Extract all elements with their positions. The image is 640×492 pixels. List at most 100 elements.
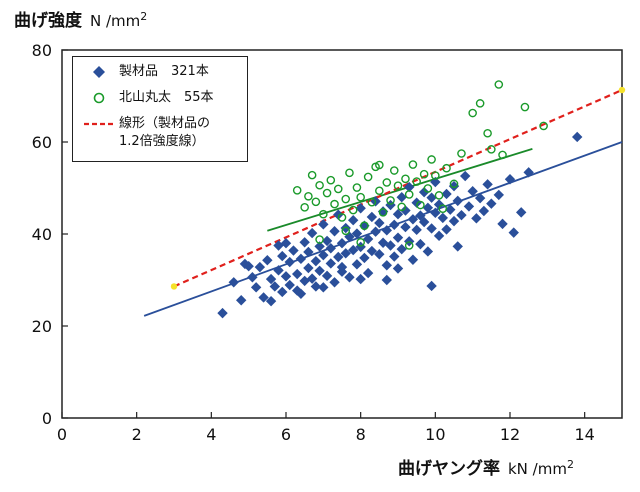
series-0-point-15 [280, 271, 292, 282]
series-0-point-111 [486, 198, 497, 209]
endpoint-marker-1 [618, 86, 626, 94]
series-0-point-49 [348, 215, 359, 226]
series-0-point-41 [333, 209, 344, 220]
series-0-point-120 [243, 261, 254, 272]
series-1-point-44 [494, 80, 504, 89]
series-1-point-32 [416, 200, 425, 210]
series-0-point-31 [314, 265, 325, 276]
series-1-point-27 [397, 202, 407, 212]
series-0-point-112 [493, 189, 504, 201]
series-0-point-93 [430, 176, 441, 188]
series-0-point-50 [351, 259, 363, 270]
series-0-point-45 [340, 248, 351, 259]
series-1-point-17 [360, 221, 369, 231]
series-0-point-27 [306, 227, 318, 239]
series-0-point-36 [325, 258, 336, 269]
trend-line-2 [173, 89, 623, 288]
series-0-point-29 [310, 281, 322, 292]
series-1-point-4 [311, 197, 321, 207]
y-tick-label-3: 60 [32, 133, 52, 152]
series-1-point-45 [487, 145, 496, 154]
series-1-point-30 [408, 160, 418, 169]
series-0-point-39 [329, 277, 340, 288]
series-0-point-62 [374, 249, 385, 260]
x-tick-label-0: 0 [57, 425, 67, 444]
series-0-point-104 [460, 170, 471, 182]
series-0-point-77 [400, 205, 411, 216]
series-0-point-90 [426, 192, 437, 203]
series-1-point-34 [423, 184, 433, 193]
series-0-point-116 [516, 207, 527, 218]
series-0-point-66 [381, 260, 392, 271]
series-0-point-25 [303, 246, 314, 258]
y-tick-label-0: 0 [42, 409, 52, 428]
series-0-point-4 [247, 272, 258, 283]
series-0-point-67 [381, 225, 392, 236]
y-axis-title: 曲げ強度 N /mm2 [14, 6, 147, 31]
legend: 製材品 321本 北山丸太 55本 線形（製材品の 1.2倍強度線） [72, 56, 248, 162]
series-0-point-9 [265, 295, 277, 307]
series-1-point-46 [498, 150, 507, 160]
series-0-point-37 [325, 243, 336, 254]
series-0-point-74 [396, 192, 407, 203]
series-1-point-18 [363, 172, 373, 182]
series-0-point-14 [277, 286, 288, 298]
series-1-point-43 [483, 128, 492, 138]
series-0-point-53 [355, 203, 366, 214]
series-0-point-76 [400, 221, 411, 233]
series-1-point-1 [300, 203, 309, 212]
series-0-point-88 [422, 202, 434, 213]
diamond-marker-icon [79, 63, 119, 81]
series-0-point-113 [497, 218, 508, 230]
x-tick-label-7: 14 [574, 425, 594, 444]
series-1-point-41 [468, 108, 477, 118]
series-1-point-53 [375, 160, 384, 170]
series-1-point-13 [345, 168, 354, 178]
trend-line-1 [267, 148, 533, 232]
series-0-point-121 [295, 288, 307, 299]
x-tick-label-1: 2 [132, 425, 142, 444]
series-1-point-19 [367, 197, 377, 207]
legend-label-sawn: 製材品 321本 [119, 64, 209, 79]
series-0-point-34 [321, 270, 333, 282]
series-1-point-48 [539, 121, 548, 131]
series-1-point-15 [352, 183, 362, 192]
series-0-point-56 [362, 233, 374, 245]
series-1-point-33 [419, 169, 429, 179]
series-1-point-7 [322, 188, 332, 198]
series-0-point-119 [426, 280, 437, 292]
x-tick-label-5: 10 [425, 425, 445, 444]
series-1-point-10 [333, 184, 343, 194]
series-1-point-40 [457, 149, 466, 158]
series-1-point-39 [449, 179, 459, 189]
series-0-point-81 [407, 254, 419, 265]
series-0-point-118 [572, 131, 583, 143]
series-0-point-123 [355, 273, 366, 285]
series-0-point-105 [463, 201, 475, 212]
y-tick-label-1: 20 [32, 317, 52, 336]
series-0-point-85 [415, 238, 426, 250]
series-1-point-11 [337, 213, 347, 222]
series-0-point-68 [385, 240, 396, 251]
series-1-point-26 [393, 181, 403, 190]
x-tick-label-2: 4 [206, 425, 216, 444]
series-0-point-110 [482, 179, 493, 190]
axes: 0 2 4 6 8 10 12 14 0 20 40 60 80 [32, 41, 623, 444]
legend-item-linear: 線形（製材品の 1.2倍強度線） [79, 115, 210, 151]
series-0-point-35 [321, 235, 333, 247]
series-0-point-115 [508, 227, 519, 238]
series-0-point-6 [254, 261, 266, 273]
series-0-point-63 [374, 217, 385, 229]
series-0-point-51 [351, 228, 363, 239]
x-tick-label-4: 8 [356, 425, 366, 444]
series-1-point-6 [319, 209, 328, 219]
series-0-point-43 [336, 238, 348, 249]
series-0-point-70 [389, 219, 400, 230]
series-0-point-59 [366, 245, 378, 257]
series-0-point-21 [295, 253, 307, 265]
series-0-point-128 [381, 274, 392, 286]
series-0-point-114 [504, 174, 516, 185]
series-0-point-79 [404, 181, 415, 193]
legend-label-linear: 線形（製材品の 1.2倍強度線） [119, 115, 210, 151]
series-0-point-17 [284, 279, 295, 291]
